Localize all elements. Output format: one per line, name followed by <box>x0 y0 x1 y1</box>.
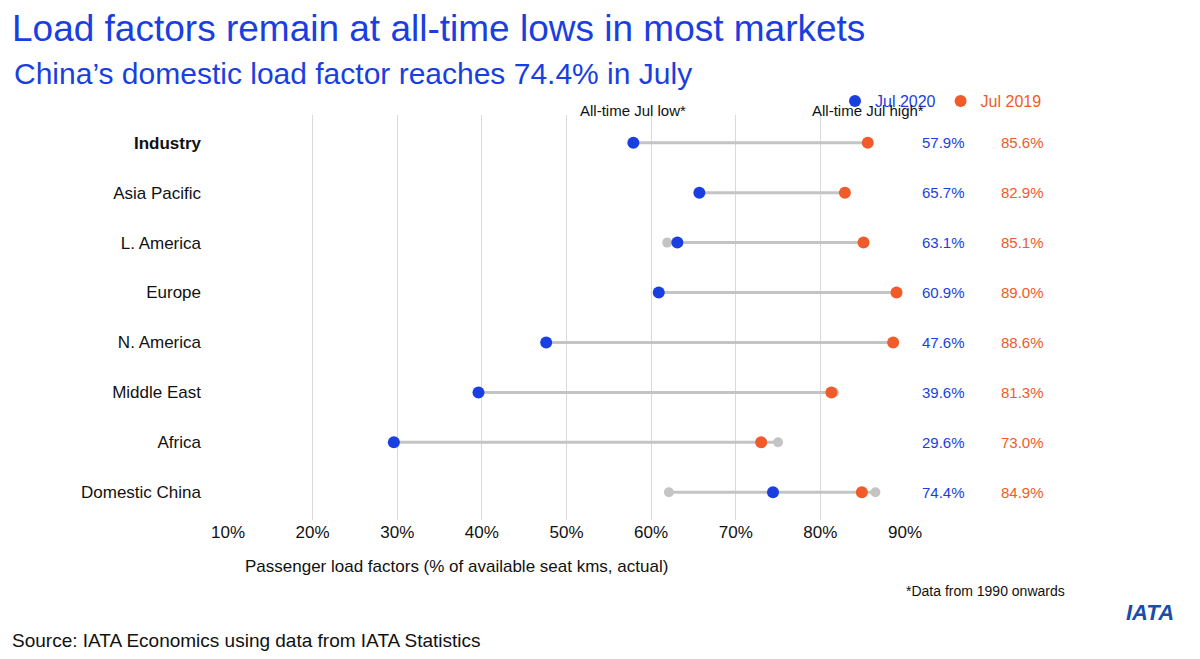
svg-text:30%: 30% <box>380 523 414 542</box>
svg-text:81.3%: 81.3% <box>1001 384 1044 401</box>
svg-text:Middle East: Middle East <box>112 383 201 402</box>
svg-text:Industry: Industry <box>134 134 202 153</box>
svg-text:63.1%: 63.1% <box>922 234 965 251</box>
svg-text:All-time Jul high*: All-time Jul high* <box>812 102 924 119</box>
svg-text:60.9%: 60.9% <box>922 284 965 301</box>
svg-text:80%: 80% <box>803 523 837 542</box>
svg-text:85.6%: 85.6% <box>1001 134 1044 151</box>
svg-text:29.6%: 29.6% <box>922 434 965 451</box>
svg-text:Load factors remain at all-tim: Load factors remain at all-time lows in … <box>12 8 865 49</box>
svg-text:85.1%: 85.1% <box>1001 234 1044 251</box>
svg-text:Africa: Africa <box>158 433 202 452</box>
svg-text:50%: 50% <box>549 523 583 542</box>
svg-text:Europe: Europe <box>146 283 201 302</box>
svg-text:88.6%: 88.6% <box>1001 334 1044 351</box>
svg-text:40%: 40% <box>465 523 499 542</box>
svg-text:Asia Pacific: Asia Pacific <box>113 184 201 203</box>
svg-text:IATA: IATA <box>1126 600 1174 625</box>
svg-text:39.6%: 39.6% <box>922 384 965 401</box>
svg-text:73.0%: 73.0% <box>1001 434 1044 451</box>
svg-text:N. America: N. America <box>118 333 202 352</box>
svg-text:Jul 2020: Jul 2020 <box>875 93 936 110</box>
svg-text:65.7%: 65.7% <box>922 184 965 201</box>
svg-text:70%: 70% <box>719 523 753 542</box>
svg-text:All-time Jul low*: All-time Jul low* <box>580 102 686 119</box>
svg-text:89.0%: 89.0% <box>1001 284 1044 301</box>
svg-text:47.6%: 47.6% <box>922 334 965 351</box>
svg-text:Source: IATA Economics using d: Source: IATA Economics using data from I… <box>12 630 481 651</box>
svg-text:*Data from 1990 onwards: *Data from 1990 onwards <box>906 583 1065 599</box>
svg-text:90%: 90% <box>888 523 922 542</box>
svg-text:Jul 2019: Jul 2019 <box>981 93 1042 110</box>
svg-text:Passenger load factors (% of a: Passenger load factors (% of available s… <box>245 557 668 576</box>
svg-text:60%: 60% <box>634 523 668 542</box>
svg-text:84.9%: 84.9% <box>1001 484 1044 501</box>
svg-text:Domestic China: Domestic China <box>81 483 202 502</box>
svg-text:57.9%: 57.9% <box>922 134 965 151</box>
svg-text:74.4%: 74.4% <box>922 484 965 501</box>
svg-text:China’s domestic load factor r: China’s domestic load factor reaches 74.… <box>14 57 692 90</box>
svg-text:L. America: L. America <box>121 234 202 253</box>
svg-text:82.9%: 82.9% <box>1001 184 1044 201</box>
svg-text:20%: 20% <box>296 523 330 542</box>
svg-text:10%: 10% <box>211 523 245 542</box>
